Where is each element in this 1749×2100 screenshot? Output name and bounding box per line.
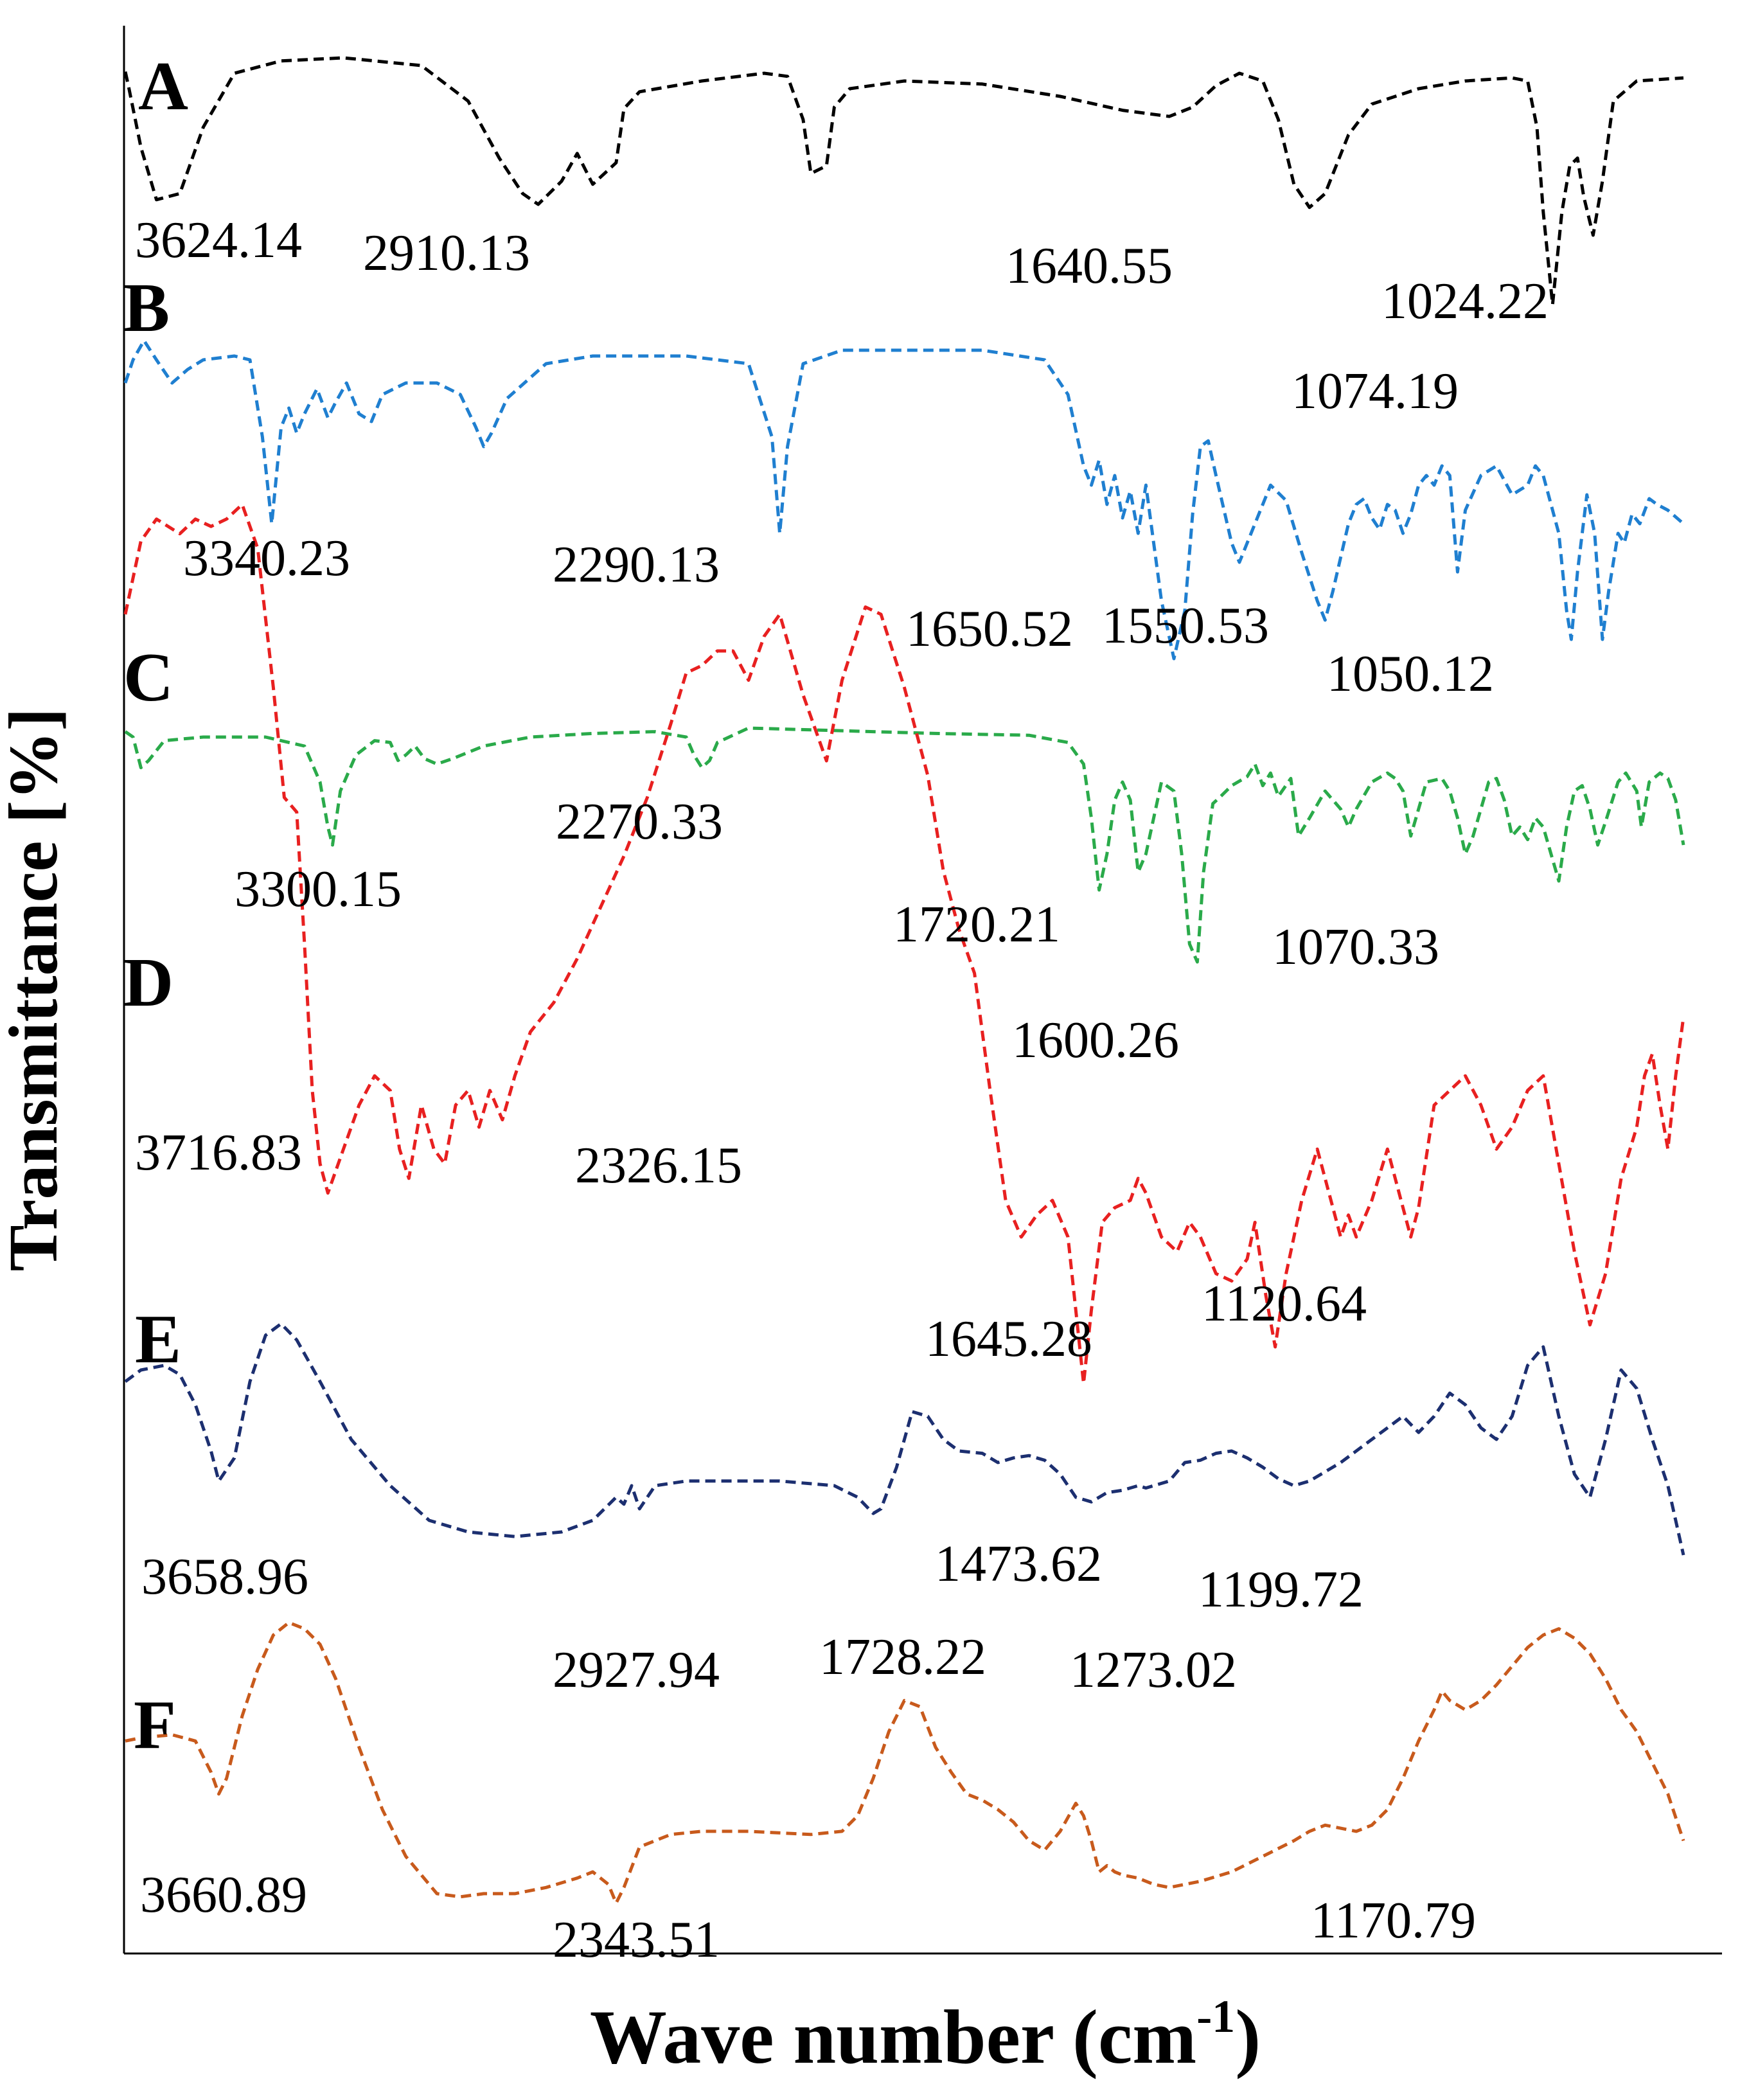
panel-letter-f: F — [134, 1687, 176, 1763]
peak-label-e-4: 1273.02 — [1070, 1642, 1237, 1698]
series-layer — [123, 56, 1685, 1905]
peak-label-b-0: 3340.23 — [183, 530, 350, 587]
peak-label-b-2: 1650.52 — [906, 601, 1073, 657]
peak-label-c-3: 1600.26 — [1012, 1012, 1179, 1069]
peak-label-e-2: 1728.22 — [819, 1629, 986, 1686]
peak-label-d-1: 2326.15 — [575, 1137, 742, 1194]
label-layer: A 3624.14 2910.13 1640.55 1074.19 1024.22 B 334… — [123, 48, 1549, 1968]
peak-label-d-2: 1645.28 — [925, 1311, 1092, 1367]
peak-label-e-3: 1473.62 — [935, 1536, 1102, 1592]
peak-label-b-4: 1050.12 — [1327, 646, 1494, 702]
x-axis-title: Wave number (cm-1) — [590, 1991, 1261, 2079]
peak-label-a-3: 1074.19 — [1292, 363, 1459, 420]
peak-label-c-0: 3300.15 — [235, 861, 402, 918]
spectrum-line-d — [123, 503, 1685, 1385]
panel-letter-d: D — [123, 945, 173, 1021]
peak-label-c-1: 2270.33 — [556, 794, 723, 850]
peak-label-c-4: 1070.33 — [1272, 919, 1439, 975]
peak-label-e-1: 2927.94 — [553, 1642, 720, 1698]
peak-label-f-0: 3660.89 — [140, 1867, 307, 1923]
x-axis-title-end: ) — [1235, 1994, 1261, 2079]
x-axis-title-main: Wave number (cm — [590, 1994, 1196, 2079]
spectrum-line-a — [123, 56, 1684, 307]
peak-label-e-5: 1199.72 — [1198, 1562, 1363, 1618]
peak-label-e-0: 3658.96 — [141, 1549, 308, 1605]
spectrum-line-f — [125, 1621, 1685, 1905]
peak-label-c-2: 1720.21 — [893, 896, 1060, 953]
peak-label-d-3: 1120.64 — [1202, 1276, 1367, 1332]
peak-label-a-2: 1640.55 — [1006, 238, 1173, 294]
spectrum-line-c — [124, 726, 1685, 964]
peak-label-b-1: 2290.13 — [553, 537, 720, 593]
peak-label-a-0: 3624.14 — [135, 212, 302, 269]
panel-letter-c: C — [123, 639, 173, 716]
panel-letter-b: B — [123, 270, 170, 346]
peak-label-d-0: 3716.83 — [135, 1125, 302, 1181]
peak-label-a-1: 2910.13 — [363, 225, 530, 281]
y-axis-title: Transmittance [%] — [0, 708, 72, 1272]
peak-label-a-4: 1024.22 — [1381, 273, 1549, 330]
peak-label-b-3: 1550.53 — [1102, 598, 1269, 654]
panel-letter-a: A — [138, 48, 188, 125]
spectrum-line-e — [124, 1322, 1685, 1556]
x-axis-title-superscript: -1 — [1196, 1991, 1235, 2042]
panel-letter-e: E — [135, 1301, 181, 1378]
peak-label-f-2: 1170.79 — [1311, 1892, 1476, 1949]
peak-label-f-1: 2343.51 — [553, 1912, 720, 1968]
